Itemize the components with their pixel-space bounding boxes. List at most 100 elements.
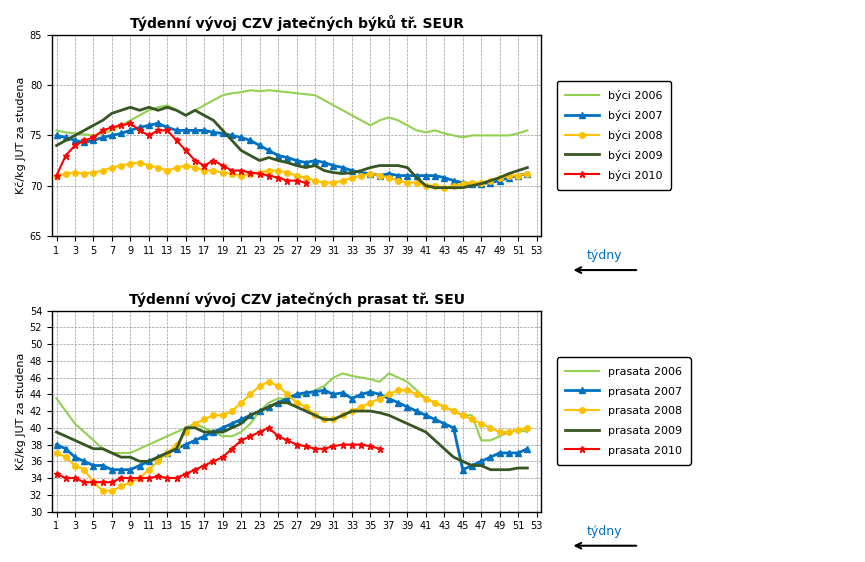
prasata 2010 [319,446,330,452]
Line: prasata 2009: prasata 2009 [56,403,528,470]
býci 2006 [310,92,320,98]
býci 2010 [153,127,163,134]
prasata 2009 [282,400,292,406]
Line: býci 2007: býci 2007 [54,121,530,187]
Line: býci 2008: býci 2008 [54,160,530,191]
býci 2010 [61,152,71,159]
prasata 2010 [329,443,339,450]
prasata 2010 [153,473,163,480]
býci 2006 [282,89,292,96]
býci 2008 [282,169,292,176]
prasata 2006 [88,437,99,444]
prasata 2006 [522,429,533,436]
prasata 2009 [310,412,320,419]
prasata 2010 [51,470,61,477]
Legend: býci 2006, býci 2007, býci 2008, býci 2009, býci 2010: býci 2006, býci 2007, býci 2008, býci 20… [556,81,671,189]
býci 2006 [365,122,375,129]
býci 2009 [282,159,292,166]
býci 2010 [264,172,274,179]
prasata 2008 [88,479,99,486]
býci 2010 [282,177,292,184]
prasata 2008 [227,407,237,414]
býci 2007 [227,132,237,139]
býci 2010 [116,122,126,129]
býci 2007 [51,132,61,139]
býci 2010 [171,137,182,144]
prasata 2006 [227,433,237,439]
býci 2010 [189,157,200,164]
býci 2010 [162,127,172,134]
býci 2006 [217,92,227,98]
prasata 2010 [301,443,311,450]
prasata 2010 [337,441,348,448]
prasata 2007 [310,388,320,395]
býci 2006 [51,127,61,134]
býci 2009 [365,164,375,171]
prasata 2010 [365,443,375,450]
prasata 2010 [199,462,209,469]
prasata 2010 [189,466,200,473]
býci 2008 [439,184,450,191]
prasata 2010 [88,479,99,486]
býci 2007 [282,154,292,161]
býci 2006 [347,112,357,119]
prasata 2010 [125,475,136,482]
prasata 2010 [144,475,154,482]
prasata 2009 [88,446,99,452]
býci 2010 [106,124,117,131]
býci 2008 [51,172,61,179]
býci 2007 [522,170,533,177]
býci 2007 [365,170,375,177]
prasata 2010 [236,437,247,444]
býci 2010 [88,134,99,141]
prasata 2010 [272,433,283,439]
býci 2007 [153,120,163,127]
Title: Týdenní vývoj CZV jatečných býků tř. SEUR: Týdenní vývoj CZV jatečných býků tř. SEU… [130,15,464,31]
prasata 2010 [245,433,255,439]
prasata 2006 [375,378,385,385]
býci 2010 [144,132,154,139]
býci 2008 [365,170,375,177]
býci 2006 [245,87,255,94]
býci 2009 [227,137,237,144]
prasata 2007 [522,446,533,452]
býci 2010 [98,127,108,134]
prasata 2009 [51,429,61,436]
prasata 2010 [282,437,292,444]
prasata 2007 [227,420,237,427]
prasata 2009 [272,400,283,406]
býci 2007 [347,167,357,174]
prasata 2008 [319,416,330,423]
býci 2010 [208,157,219,164]
prasata 2010 [310,446,320,452]
býci 2006 [88,132,99,139]
býci 2008 [227,170,237,177]
býci 2009 [88,122,99,129]
býci 2010 [217,162,227,169]
býci 2010 [272,174,283,181]
býci 2010 [236,167,247,174]
býci 2010 [301,179,311,186]
Text: týdny: týdny [587,525,623,538]
Y-axis label: Kč/kg JUT za studena: Kč/kg JUT za studena [15,77,25,194]
býci 2010 [227,167,237,174]
prasata 2009 [485,466,496,473]
prasata 2010 [134,475,144,482]
býci 2010 [51,172,61,179]
prasata 2007 [282,395,292,402]
prasata 2006 [337,370,348,377]
býci 2008 [134,159,144,166]
prasata 2008 [522,424,533,431]
býci 2009 [430,184,440,191]
Legend: prasata 2006, prasata 2007, prasata 2008, prasata 2009, prasata 2010: prasata 2006, prasata 2007, prasata 2008… [556,357,690,465]
prasata 2010 [70,475,80,482]
prasata 2010 [181,470,191,477]
Line: prasata 2007: prasata 2007 [54,387,530,473]
prasata 2010 [264,424,274,431]
býci 2010 [245,169,255,176]
prasata 2010 [356,441,367,448]
býci 2006 [522,127,533,134]
býci 2009 [125,104,136,111]
prasata 2009 [365,407,375,414]
býci 2009 [310,162,320,169]
